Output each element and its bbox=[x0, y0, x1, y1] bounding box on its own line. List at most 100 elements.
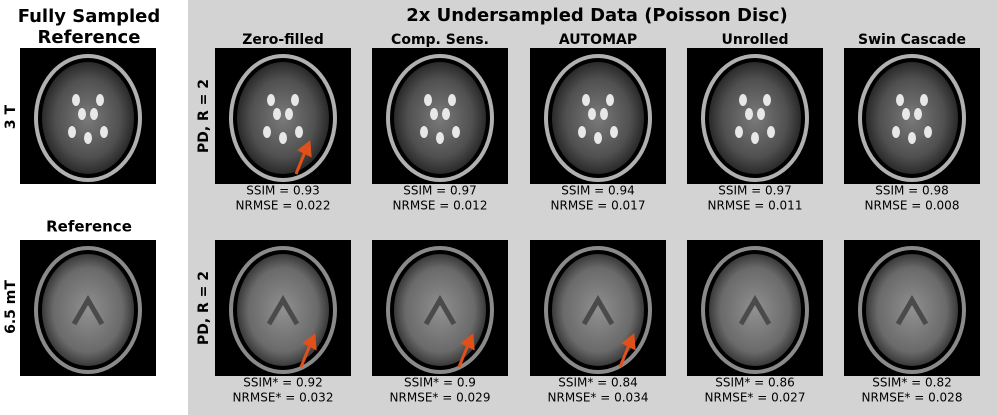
ventricle bbox=[90, 108, 98, 120]
brain bbox=[42, 62, 134, 174]
ventricle bbox=[72, 94, 80, 106]
ventricle bbox=[739, 94, 747, 106]
mri-image bbox=[215, 240, 351, 376]
metric: SSIM = 0.98 bbox=[875, 184, 949, 198]
brain bbox=[237, 62, 329, 174]
mri-image bbox=[20, 48, 156, 184]
ventricle bbox=[78, 108, 86, 120]
mri-image bbox=[687, 48, 823, 184]
column-header: Unrolled bbox=[722, 32, 789, 48]
skull bbox=[229, 54, 337, 182]
metric: NRMSE = 0.022 bbox=[236, 199, 331, 213]
ventricle bbox=[436, 132, 444, 144]
ventricle bbox=[751, 132, 759, 144]
brain bbox=[552, 254, 644, 366]
ventricle bbox=[588, 108, 596, 120]
mri-image bbox=[372, 240, 508, 376]
mri-image bbox=[215, 48, 351, 184]
ventricle bbox=[920, 94, 928, 106]
metric: NRMSE = 0.012 bbox=[393, 199, 488, 213]
skull bbox=[34, 246, 142, 374]
arrow-head bbox=[621, 333, 636, 351]
mri-image bbox=[530, 240, 666, 376]
ventricle bbox=[71, 295, 105, 326]
ventricle bbox=[279, 132, 287, 144]
metric: NRMSE* = 0.029 bbox=[390, 391, 491, 405]
column-header: Zero-filled bbox=[242, 32, 323, 48]
metric: SSIM = 0.94 bbox=[561, 184, 635, 198]
arrow-head bbox=[460, 333, 475, 351]
ventricle bbox=[442, 108, 450, 120]
ventricle bbox=[273, 108, 281, 120]
ventricle bbox=[295, 126, 303, 138]
ventricle bbox=[581, 295, 615, 326]
brain bbox=[866, 62, 958, 174]
metric: NRMSE* = 0.028 bbox=[862, 391, 963, 405]
metric: SSIM* = 0.92 bbox=[243, 376, 323, 390]
ventricle bbox=[763, 94, 771, 106]
skull bbox=[701, 54, 809, 182]
ventricle bbox=[896, 94, 904, 106]
ventricle bbox=[100, 126, 108, 138]
skull bbox=[858, 246, 966, 374]
skull bbox=[701, 246, 809, 374]
metric: SSIM = 0.93 bbox=[246, 184, 320, 198]
ventricle bbox=[594, 132, 602, 144]
skull bbox=[544, 246, 652, 374]
ventricle bbox=[84, 132, 92, 144]
row-label: PD, R = 2 bbox=[196, 79, 212, 153]
ventricle bbox=[424, 94, 432, 106]
left-title: Reference bbox=[38, 27, 141, 48]
skull bbox=[229, 246, 337, 374]
metric: SSIM = 0.97 bbox=[718, 184, 792, 198]
image-title: Reference bbox=[46, 218, 132, 236]
ventricle bbox=[578, 126, 586, 138]
row-label: 6.5 mT bbox=[3, 280, 19, 334]
brain bbox=[866, 254, 958, 366]
brain bbox=[42, 254, 134, 366]
ventricle bbox=[892, 126, 900, 138]
mri-image bbox=[20, 240, 156, 376]
metric: NRMSE = 0.011 bbox=[708, 199, 803, 213]
mri-image bbox=[844, 48, 980, 184]
row-label: PD, R = 2 bbox=[196, 271, 212, 345]
ventricle bbox=[610, 126, 618, 138]
ventricle bbox=[430, 108, 438, 120]
ventricle bbox=[735, 126, 743, 138]
column-header: AUTOMAP bbox=[559, 32, 637, 48]
skull bbox=[858, 54, 966, 182]
ventricle bbox=[582, 94, 590, 106]
column-header: Comp. Sens. bbox=[391, 32, 489, 48]
metric: SSIM* = 0.82 bbox=[872, 376, 952, 390]
ventricle bbox=[68, 126, 76, 138]
ventricle bbox=[757, 108, 765, 120]
row-label: 3 T bbox=[3, 104, 19, 129]
ventricle bbox=[267, 94, 275, 106]
mri-image bbox=[530, 48, 666, 184]
metric: NRMSE = 0.008 bbox=[865, 199, 960, 213]
ventricle bbox=[902, 108, 910, 120]
brain bbox=[709, 254, 801, 366]
arrow-head bbox=[297, 140, 312, 158]
ventricle bbox=[452, 126, 460, 138]
column-header: Swin Cascade bbox=[858, 32, 966, 48]
mri-image bbox=[687, 240, 823, 376]
arrow bbox=[618, 344, 631, 368]
mri-image bbox=[372, 48, 508, 184]
arrow-head bbox=[302, 333, 317, 351]
ventricle bbox=[924, 126, 932, 138]
mri-image bbox=[844, 240, 980, 376]
brain bbox=[394, 254, 486, 366]
arrow bbox=[457, 344, 470, 368]
brain bbox=[237, 254, 329, 366]
left-title: Fully Sampled bbox=[18, 6, 161, 27]
ventricle bbox=[285, 108, 293, 120]
ventricle bbox=[908, 132, 916, 144]
ventricle bbox=[96, 94, 104, 106]
brain bbox=[394, 62, 486, 174]
ventricle bbox=[606, 94, 614, 106]
ventricle bbox=[767, 126, 775, 138]
ventricle bbox=[448, 94, 456, 106]
ventricle bbox=[914, 108, 922, 120]
